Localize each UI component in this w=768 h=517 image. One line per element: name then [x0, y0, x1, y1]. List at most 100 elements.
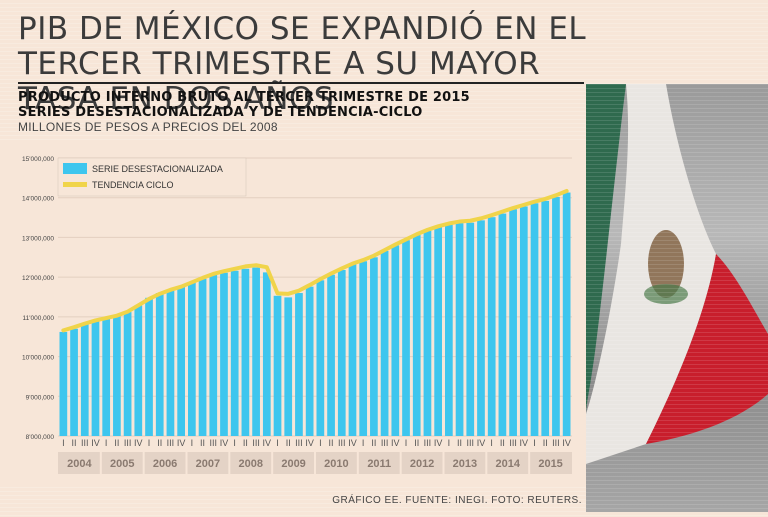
quarter-tick-label: IV	[434, 438, 443, 448]
quarter-tick-label: I	[319, 438, 322, 448]
bar	[466, 222, 475, 436]
y-tick-label: 13'000,000	[22, 235, 54, 242]
bar	[252, 267, 260, 436]
chart-title: PRODUCTO INTERNO BRUTO AL TERCER TRIMEST…	[18, 90, 470, 105]
y-tick-label: 8'000,000	[26, 434, 55, 441]
legend-swatch-bar	[63, 163, 87, 174]
quarter-tick-label: IV	[220, 438, 229, 448]
bar	[541, 200, 550, 436]
quarter-tick-label: III	[424, 438, 432, 448]
trend-line	[61, 188, 569, 333]
bar	[230, 270, 239, 436]
quarter-tick-label: IV	[177, 438, 186, 448]
quarter-tick-label: III	[81, 438, 89, 448]
quarter-tick-label: I	[448, 438, 451, 448]
bar	[198, 278, 207, 436]
bar	[530, 203, 539, 436]
mexican-flag-photo	[586, 84, 768, 512]
bar	[434, 227, 443, 436]
bar	[91, 321, 100, 436]
y-axis: 8'000,000 9'000,000 10'000,000 11'000,000 12…	[22, 156, 54, 441]
bar	[187, 282, 196, 436]
quarter-tick-label: III	[167, 438, 175, 448]
legend-label-bars: SERIE DESESTACIONALIZADA	[92, 164, 223, 174]
bar	[455, 223, 464, 436]
quarter-tick-label: III	[124, 438, 132, 448]
quarter-tick-label: IV	[91, 438, 100, 448]
bar	[209, 274, 218, 436]
quarter-tick-label: II	[243, 438, 248, 448]
y-tick-label: 10'000,000	[22, 355, 54, 362]
year-label: 2009	[281, 458, 305, 470]
footer-credit: GRÁFICO EE. FUENTE: INEGI. FOTO: REUTERS…	[332, 495, 582, 506]
bar	[123, 312, 132, 436]
quarter-tick-label: III	[252, 438, 260, 448]
chart-container: 8'000,000 9'000,000 10'000,000 11'000,000 12…	[22, 156, 572, 474]
quarter-tick-label: II	[114, 438, 119, 448]
bar	[284, 297, 293, 436]
bar	[166, 289, 175, 436]
quarter-tick-label: I	[62, 438, 65, 448]
quarter-tick-label: II	[72, 438, 77, 448]
quarter-tick-label: II	[286, 438, 291, 448]
quarter-tick-label: I	[533, 438, 536, 448]
year-label: 2004	[67, 458, 92, 470]
bar	[113, 316, 121, 436]
quarter-tick-label: IV	[391, 438, 400, 448]
quarter-tick-label: I	[276, 438, 279, 448]
quarter-tick-label: II	[500, 438, 505, 448]
quarter-tick-label: IV	[562, 438, 571, 448]
quarter-tick-label: III	[338, 438, 346, 448]
quarter-tick-label: IV	[263, 438, 272, 448]
bar	[70, 328, 78, 436]
year-label: 2013	[453, 458, 477, 470]
quarter-tick-label: IV	[305, 438, 314, 448]
bar	[552, 196, 560, 436]
quarter-tick-label: III	[509, 438, 517, 448]
legend: SERIE DESESTACIONALIZADA TENDENCIA CICLO	[57, 157, 247, 197]
quarter-tick-label: I	[191, 438, 194, 448]
bar	[509, 209, 517, 436]
bar	[262, 272, 271, 436]
year-label: 2011	[367, 458, 391, 470]
bar	[316, 280, 325, 436]
legend-box	[57, 157, 247, 197]
bar	[295, 293, 303, 436]
y-tick-label: 15'000,000	[22, 156, 54, 163]
year-label: 2014	[496, 458, 521, 470]
year-label: 2010	[324, 458, 348, 470]
bar	[155, 293, 164, 436]
gdp-chart: 8'000,000 9'000,000 10'000,000 11'000,000 12…	[22, 156, 572, 474]
quarter-tick-label: IV	[477, 438, 486, 448]
bar	[370, 257, 378, 436]
quarter-tick-label: II	[543, 438, 548, 448]
x-axis: I II III IV I II III IV I II III IV I II III IV I II III IV…	[58, 438, 572, 474]
year-label: 2015	[538, 458, 562, 470]
quarter-tick-label: III	[467, 438, 475, 448]
quarter-tick-label: III	[210, 438, 218, 448]
bar	[177, 287, 186, 436]
quarter-tick-label: IV	[134, 438, 143, 448]
bar	[380, 250, 389, 436]
year-label: 2007	[196, 458, 220, 470]
quarter-tick-label: II	[329, 438, 334, 448]
quarter-tick-label: II	[157, 438, 162, 448]
bar	[348, 264, 357, 436]
bar	[80, 324, 89, 436]
bar	[402, 240, 410, 436]
quarter-tick-label: I	[405, 438, 408, 448]
bar	[423, 230, 432, 436]
bar	[241, 268, 250, 436]
bar	[444, 224, 453, 436]
year-label: 2005	[110, 458, 134, 470]
quarter-tick-label: III	[295, 438, 303, 448]
quarter-tick-label: IV	[348, 438, 357, 448]
year-label: 2008	[239, 458, 263, 470]
quarter-tick-label: II	[200, 438, 205, 448]
quarter-tick-label: II	[371, 438, 376, 448]
quarter-tick-label: II	[414, 438, 419, 448]
year-label: 2006	[153, 458, 177, 470]
quarter-tick-label: I	[105, 438, 108, 448]
chart-units: MILLONES DE PESOS A PRECIOS DEL 2008	[18, 120, 278, 134]
bar	[134, 305, 143, 436]
